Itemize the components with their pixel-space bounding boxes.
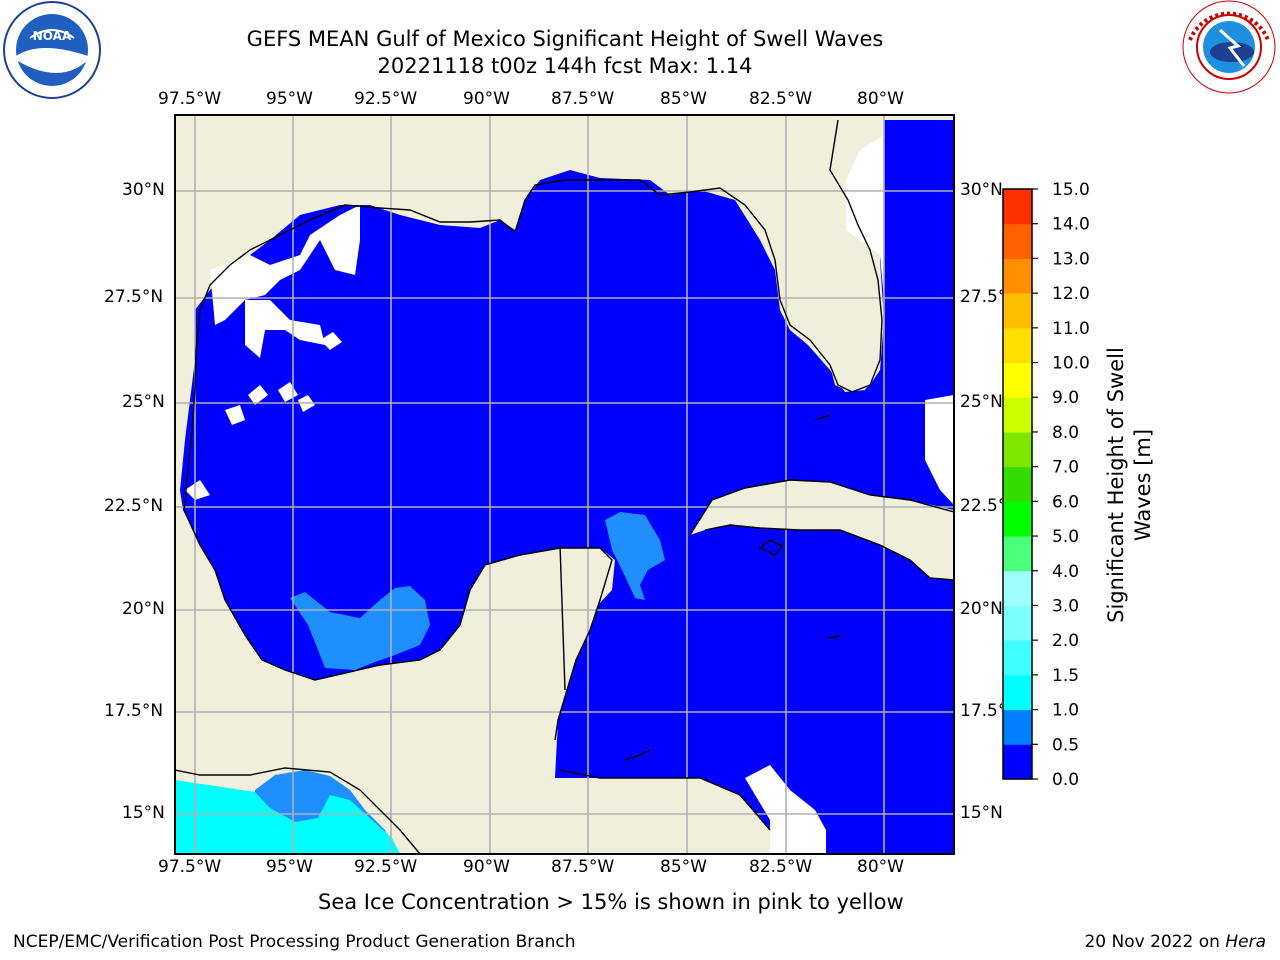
lon-tick-bottom: 92.5°W [354,857,418,877]
colorbar-segment [1003,293,1032,329]
colorbar-tick-label: 13.0 [1052,249,1090,269]
colorbar-tick-label: 0.0 [1052,770,1079,790]
lon-tick-top: 87.5°W [551,89,615,109]
sea-ice-note: Sea Ice Concentration > 15% is shown in … [318,890,904,914]
swell-1p0-1p5-area [175,780,400,854]
colorbar-segment [1003,362,1032,398]
lat-tick-right: 25°N [960,392,1003,412]
colorbar-tick-label: 1.5 [1052,666,1079,686]
colorbar-segment [1003,397,1032,433]
land-north-west [175,115,954,854]
lon-tick-bottom: 85°W [660,857,707,877]
footer-credit: NCEP/EMC/Verification Post Processing Pr… [13,932,576,952]
colorbar-tick-label: 11.0 [1052,319,1090,339]
noaa-logo: NOAA [3,1,101,99]
footer-host: Hera [1225,932,1266,952]
lon-tick-bottom: 82.5°W [749,857,813,877]
lon-tick-bottom: 87.5°W [551,857,615,877]
colorbar-segment [1003,466,1032,502]
colorbar-tick-label: 3.0 [1052,596,1079,616]
footer-date: 20 Nov 2022 on Hera [1084,932,1266,952]
colorbar-segment [1003,605,1032,641]
lat-tick-left: 27.5°N [104,287,164,307]
colorbar-segment [1003,536,1032,572]
map-frame [174,114,955,855]
colorbar-segment [1003,327,1032,364]
lat-tick-left: 30°N [122,180,165,200]
colorbar-tick-label: 12.0 [1052,284,1090,304]
lon-tick-top: 82.5°W [749,89,813,109]
lon-tick-top: 95°W [266,89,313,109]
lat-tick-right: 20°N [960,599,1003,619]
lon-tick-bottom: 95°W [266,857,313,877]
colorbar-tick-label: 7.0 [1052,458,1079,478]
colorbar-segment [1003,570,1032,606]
colorbar-tick-label: 2.0 [1052,631,1079,651]
lon-tick-bottom: 80°W [857,857,904,877]
colorbar-tick-label: 4.0 [1052,562,1079,582]
lon-tick-bottom: 97.5°W [158,857,222,877]
map-area [175,115,954,854]
chart-title: GEFS MEAN Gulf of Mexico Significant Hei… [246,27,884,51]
colorbar-frame [1002,188,1033,780]
chart-subtitle: 20221118 t00z 144h fcst Max: 1.14 [377,54,753,78]
colorbar-segment [1003,431,1032,468]
lat-tick-left: 22.5°N [104,496,164,516]
lon-tick-top: 90°W [463,89,510,109]
colorbar-segment [1003,501,1032,537]
colorbar-tick-label: 5.0 [1052,527,1079,547]
colorbar-segments [1003,189,1032,780]
lon-tick-top: 92.5°W [354,89,418,109]
coastlines [175,119,954,854]
colorbar-tick-label: 10.0 [1052,354,1090,374]
lon-tick-top: 85°W [660,89,707,109]
map-gridlines [175,115,954,854]
lat-tick-left: 25°N [122,392,165,412]
colorbar-tick-label: 6.0 [1052,492,1079,512]
colorbar-label-line1: Significant Height of Swell [1104,347,1128,623]
lat-tick-left: 20°N [122,599,165,619]
lon-tick-top: 97.5°W [158,89,222,109]
footer-date-text: 20 Nov 2022 on [1084,932,1226,952]
colorbar-segment [1003,674,1032,711]
noaa-logo-text: NOAA [33,29,72,43]
colorbar-segment [1003,258,1032,294]
lat-tick-right: 30°N [960,180,1003,200]
lon-tick-top: 80°W [857,89,904,109]
colorbar-ticks: 0.0 0.5 1.0 1.5 2.0 3.0 4.0 5.0 6.0 7.0 8.0 9.0 10.0… [1032,180,1090,790]
colorbar-label-line2: Waves [m] [1131,429,1155,541]
lat-tick-right: 27.5°N [960,287,1002,307]
nws-logo [1182,0,1276,94]
lat-tick-right: 22.5°N [960,496,1002,516]
lat-tick-left: 17.5°N [104,701,164,721]
colorbar-tick-label: 15.0 [1052,180,1090,200]
colorbar-segment [1003,744,1032,780]
colorbar-tick-label: 8.0 [1052,423,1079,443]
colorbar-segment [1003,223,1032,259]
colorbar-segment [1003,189,1032,225]
colorbar-segment [1003,709,1032,745]
colorbar-tick-label: 1.0 [1052,701,1079,721]
lat-tick-right: 15°N [960,803,1003,823]
colorbar-tick-label: 9.0 [1052,388,1079,408]
lon-tick-bottom: 90°W [463,857,510,877]
colorbar-segment [1003,640,1032,676]
lat-tick-left: 15°N [122,803,165,823]
lat-tick-right: 17.5°N [960,701,1002,721]
colorbar-tick-label: 14.0 [1052,215,1090,235]
colorbar-tick-label: 0.5 [1052,735,1079,755]
